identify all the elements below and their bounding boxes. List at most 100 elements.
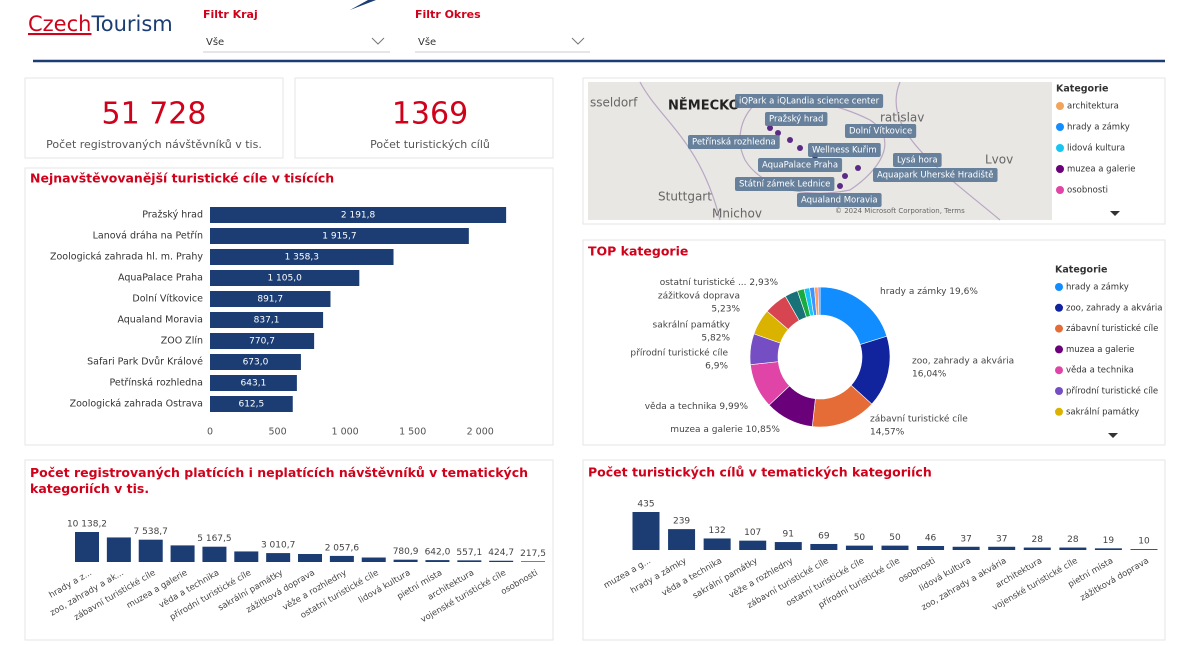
data-label: 642,0 — [425, 548, 451, 558]
legend-marker — [1055, 304, 1063, 312]
legend-marker — [1056, 123, 1064, 131]
slice-label: muzea a galerie 10,85% — [670, 425, 780, 435]
data-label: 837,1 — [254, 316, 280, 326]
bar — [425, 560, 449, 562]
bar — [457, 560, 481, 562]
x-tick-label: 0 — [207, 427, 213, 438]
slice-label: sakrální památky — [653, 321, 731, 331]
slice-name: muzea a galerie — [670, 425, 743, 435]
y-tick-label: Lanová dráha na Petřín — [93, 231, 203, 242]
slice-label: ostatní turistické ... 2,93% — [660, 277, 779, 288]
map-city: Lvov — [985, 153, 1013, 167]
slice-value: 9,99% — [719, 402, 748, 412]
map-city: sseldorf — [590, 96, 638, 110]
dropdown-value[interactable]: Vše — [206, 36, 224, 48]
data-label: 5 167,5 — [197, 534, 231, 544]
legend-marker — [1055, 283, 1063, 291]
chart-title: Počet turistických cílů v tematických ka… — [588, 465, 932, 480]
map-place-label: Státní zámek Lednice — [739, 180, 830, 190]
kpi-value: 51 728 — [102, 97, 207, 132]
slice-value: 19,6% — [949, 287, 978, 297]
bar — [881, 546, 908, 550]
x-tick-label: 1 500 — [399, 427, 426, 438]
map-city: Stuttgart — [658, 190, 712, 204]
bar — [988, 547, 1015, 550]
legend-label: zábavní turistické cíle — [1066, 323, 1158, 334]
legend-marker — [1055, 387, 1063, 395]
data-label: 107 — [744, 528, 761, 538]
bar — [266, 553, 290, 562]
legend-label: lidová kultura — [1067, 144, 1125, 154]
kpi-label: Počet turistických cílů — [370, 138, 490, 151]
data-label: 770,7 — [249, 337, 275, 347]
map-place-label: Dolní Vítkovice — [849, 127, 912, 137]
slice-label: přírodní turistické cíle — [630, 348, 728, 359]
y-tick-label: Zoologická zahrada hl. m. Prahy — [50, 252, 203, 263]
data-label: 91 — [783, 530, 794, 540]
legend-marker — [1056, 165, 1064, 173]
legend-label: věda a technika — [1066, 366, 1134, 376]
map-place-label: Pražský hrad — [769, 115, 823, 125]
bar — [810, 544, 837, 550]
slice-value: 10,85% — [746, 425, 781, 435]
data-label: 10 — [1138, 537, 1150, 547]
kpi-value: 1369 — [392, 97, 468, 132]
data-label: 239 — [673, 517, 690, 527]
legend-label: přírodní turistické cíle — [1066, 386, 1158, 397]
data-label: 2 191,8 — [341, 211, 376, 221]
dropdown-value[interactable]: Vše — [418, 36, 436, 48]
slice-label: hrady a zámky 19,6% — [880, 287, 978, 297]
legend-marker — [1055, 345, 1063, 353]
bar — [739, 541, 766, 550]
data-label: 1 915,7 — [322, 232, 356, 242]
y-tick-label: Safari Park Dvůr Králové — [87, 357, 203, 368]
x-tick-label: 2 000 — [467, 427, 494, 438]
data-label: 2 057,6 — [325, 543, 360, 553]
bar — [704, 538, 731, 550]
legend-marker — [1056, 102, 1064, 110]
bar — [775, 542, 802, 550]
y-tick-label: Pražský hrad — [142, 210, 203, 221]
bar — [1095, 548, 1122, 550]
data-label: 435 — [637, 500, 654, 510]
legend-label: hrady a zámky — [1067, 123, 1130, 133]
legend-marker — [1055, 366, 1063, 374]
map-place-label: Aqualand Moravia — [801, 196, 878, 206]
data-label: 612,5 — [238, 400, 264, 410]
dropdown[interactable]: Vše — [415, 36, 590, 52]
map-place-label: Wellness Kuřim — [812, 146, 877, 156]
filter-label: Filtr Okres — [415, 8, 481, 21]
data-label: 19 — [1103, 536, 1115, 546]
decor — [350, 0, 376, 10]
data-label: 7 538,7 — [134, 527, 168, 537]
slice-value: 14,57% — [870, 428, 905, 438]
map-city: ratislav — [880, 111, 924, 125]
map-country: NĚMECKO — [668, 98, 740, 114]
y-tick-label: Dolní Vítkovice — [132, 294, 203, 305]
data-label: 643,1 — [241, 379, 267, 389]
y-tick-label: AquaPalace Praha — [118, 273, 203, 284]
data-label: 217,5 — [520, 549, 546, 559]
slice-value: 5,82% — [701, 334, 730, 344]
map-place-label: Aquapark Uherské Hradiště — [877, 170, 994, 181]
data-label: 10 138,2 — [67, 520, 107, 530]
bar — [394, 560, 418, 562]
y-tick-label: Aqualand Moravia — [117, 315, 203, 326]
bar — [362, 558, 386, 562]
legend-marker — [1056, 186, 1064, 194]
logo-part: Tourism — [90, 12, 172, 36]
kpi-label: Počet registrovaných návštěvníků v tis. — [46, 138, 262, 151]
bar — [1130, 549, 1157, 550]
data-label: 50 — [854, 533, 866, 543]
bar — [139, 540, 163, 562]
data-label: 1 105,0 — [267, 274, 302, 284]
slice-value: 2,93% — [749, 278, 778, 288]
dropdown[interactable]: Vše — [203, 36, 390, 52]
data-label: 69 — [818, 531, 830, 541]
chart-title: Počet registrovaných platících i neplatí… — [30, 465, 550, 497]
bar — [330, 556, 354, 562]
data-label: 37 — [996, 534, 1007, 544]
legend-label: muzea a galerie — [1067, 165, 1135, 175]
y-tick-label: Petřínská rozhledna — [109, 378, 203, 389]
bar — [1024, 548, 1051, 550]
